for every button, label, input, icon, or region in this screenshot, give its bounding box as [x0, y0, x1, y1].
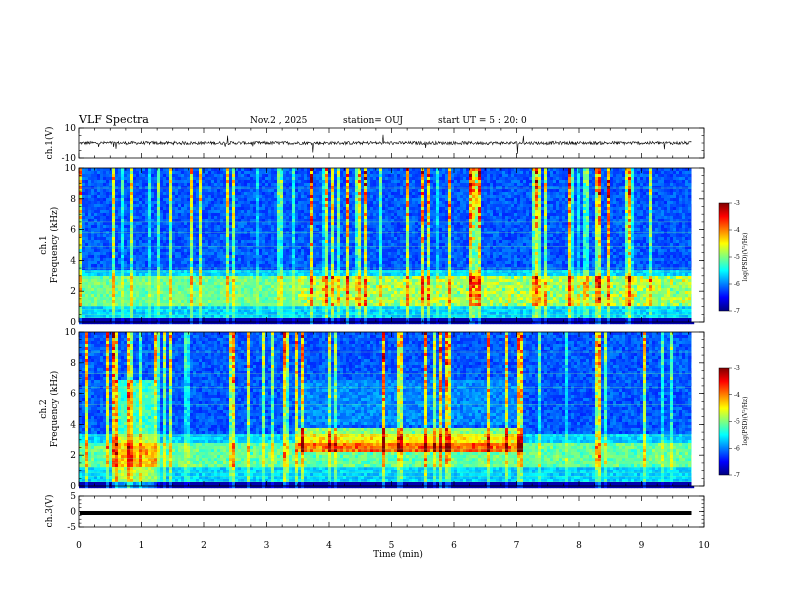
- colorbar-tick-label: -3: [734, 365, 740, 372]
- ch1-waveform-ytick-label: 10: [65, 124, 77, 134]
- ch1-spectrogram-ytick-label: 0: [70, 318, 76, 328]
- header-date: Nov.2 , 2025: [250, 116, 308, 126]
- x-tick-label: 10: [698, 541, 710, 551]
- ch1-spectrogram-ytick-label: 10: [65, 164, 77, 174]
- ch2-spectrogram-image: [79, 332, 694, 488]
- figure-title: VLF Spectra: [78, 113, 149, 126]
- colorbar-tick-label: -4: [734, 392, 740, 399]
- header-start-time: start UT = 5 : 20: 0: [438, 116, 527, 126]
- ch2-spectrogram-ytick-label: 10: [65, 328, 77, 338]
- ch3-waveform-ytick-label: 5: [70, 492, 76, 502]
- ch2-spectrogram-panel: 0 2 4 6 8 10: [65, 328, 704, 492]
- x-tick-label: 4: [326, 541, 332, 551]
- ch1-spectrogram-ylabel-channel: ch.1: [39, 235, 49, 254]
- x-tick-label: 0: [76, 541, 82, 551]
- colorbar-tick-label: -7: [734, 472, 740, 479]
- ch1-waveform-line: [80, 135, 691, 154]
- ch1-waveform-ylabel: ch.1(V): [44, 127, 55, 160]
- ch3-waveform-ytick-label: 0: [70, 508, 76, 518]
- colorbar-tick-label: -3: [734, 200, 740, 207]
- ch3-waveform-ylabel: ch.3(V): [44, 495, 55, 528]
- x-tick-label: 6: [451, 541, 457, 551]
- ch1-colorbar-gradient: [719, 203, 729, 311]
- ch2-spectrogram-ylabel-frequency: Frequency (kHz): [49, 371, 60, 448]
- ch1-waveform-ytick-label: -10: [62, 154, 77, 164]
- x-tick-label: 9: [639, 541, 645, 551]
- ch1-spectrogram-ytick-label: 6: [70, 226, 76, 236]
- ch2-spectrogram-ytick-label: 4: [70, 420, 76, 430]
- x-tick-label: 2: [201, 541, 207, 551]
- ch1-colorbar-label: log(PSD)(V²/Hz): [742, 233, 749, 282]
- colorbar-tick-label: -5: [734, 419, 740, 426]
- x-tick-label: 8: [576, 541, 582, 551]
- x-tick-label: 1: [139, 541, 145, 551]
- ch1-spectrogram-ylabel-frequency: Frequency (kHz): [49, 207, 60, 284]
- colorbar-tick-label: -4: [734, 227, 740, 234]
- colorbar-tick-label: -7: [734, 308, 740, 315]
- header-station: station= OUJ: [343, 116, 403, 126]
- ch2-colorbar: log(PSD)(V²/Hz) -3 -4 -5 -6 -7: [719, 365, 749, 479]
- ch3-waveform-panel: 5 0 -5: [67, 492, 704, 533]
- ch2-spectrogram-ytick-label: 0: [70, 482, 76, 492]
- ch3-waveform-ytick-label: -5: [67, 523, 76, 533]
- x-axis-label: Time (min): [373, 549, 423, 560]
- ch1-colorbar: log(PSD)(V²/Hz) -3 -4 -5 -6 -7: [719, 200, 749, 315]
- ch1-spectrogram-panel: 0 2 4 6 8 10: [65, 164, 704, 328]
- figure-header: VLF Spectra Nov.2 , 2025 station= OUJ st…: [78, 113, 527, 126]
- ch2-colorbar-label: log(PSD)(V²/Hz): [742, 397, 749, 446]
- ch1-waveform-panel: 10 -10: [62, 124, 705, 164]
- ch2-spectrogram-ytick-label: 2: [70, 451, 76, 461]
- colorbar-tick-label: -6: [734, 445, 740, 452]
- ch1-spectrogram-ytick-label: 2: [70, 287, 76, 297]
- colorbar-tick-label: -6: [734, 281, 740, 288]
- x-tick-label: 3: [264, 541, 270, 551]
- ch2-spectrogram-ylabel-channel: ch.2: [39, 399, 49, 418]
- colorbar-tick-label: -5: [734, 254, 740, 261]
- ch2-colorbar-gradient: [719, 368, 729, 475]
- ch1-spectrogram-ytick-label: 8: [70, 195, 76, 205]
- x-tick-label: 7: [514, 541, 520, 551]
- ch2-spectrogram-ytick-label: 6: [70, 390, 76, 400]
- ch1-spectrogram-image: [79, 168, 694, 324]
- ch2-spectrogram-ytick-label: 8: [70, 359, 76, 369]
- ch1-spectrogram-ytick-label: 4: [70, 256, 76, 266]
